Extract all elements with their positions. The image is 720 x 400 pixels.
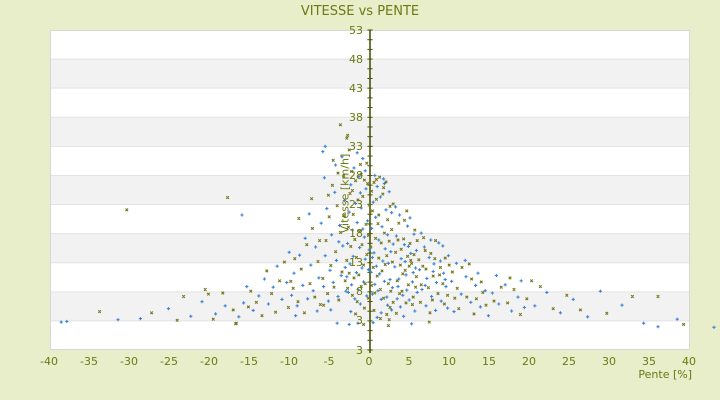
- x-tick-label: -35: [80, 355, 98, 368]
- x-tick-label: 15: [482, 355, 496, 368]
- x-tick-label: 35: [642, 355, 656, 368]
- x-tick-label: -40: [40, 355, 58, 368]
- y-tick-label: 48: [349, 52, 363, 66]
- y-tick-label: 33: [349, 139, 363, 153]
- x-tick-label: 25: [562, 355, 576, 368]
- y-tick-label: 3: [356, 343, 363, 357]
- chart-title: VITESSE vs PENTE: [300, 4, 420, 19]
- x-tick-label: 5: [405, 355, 413, 368]
- y-axis-title: Vitesse [km/h]: [338, 153, 352, 234]
- y-tick-label: 18: [349, 227, 363, 241]
- x-axis-title: Pente [%]: [638, 368, 692, 381]
- x-tick-label: -25: [160, 355, 178, 368]
- x-tick-label: -20: [200, 355, 218, 368]
- y-tick-label: 3: [356, 314, 363, 328]
- y-tick-label: 13: [349, 256, 363, 270]
- y-tick-label: 53: [349, 23, 363, 37]
- scatter-series-olive: [97, 123, 686, 328]
- y-tick-label: 23: [349, 198, 363, 211]
- x-tick-label: -30: [120, 355, 138, 368]
- x-tick-label: 30: [602, 355, 616, 368]
- x-tick-label: 0: [365, 355, 373, 368]
- x-tick-label: -15: [240, 355, 258, 368]
- x-tick-label: -10: [280, 355, 298, 368]
- y-tick-label: 43: [349, 81, 363, 95]
- x-tick-label: 10: [442, 355, 456, 368]
- x-tick-label: 40: [682, 355, 696, 368]
- scatter-series-blue: [59, 144, 716, 329]
- y-tick-label: 28: [349, 169, 363, 182]
- y-tick-label: 38: [349, 110, 363, 124]
- x-tick-label: -5: [323, 355, 335, 368]
- x-tick-label: 20: [522, 355, 536, 368]
- y-tick-label: 8: [356, 285, 363, 299]
